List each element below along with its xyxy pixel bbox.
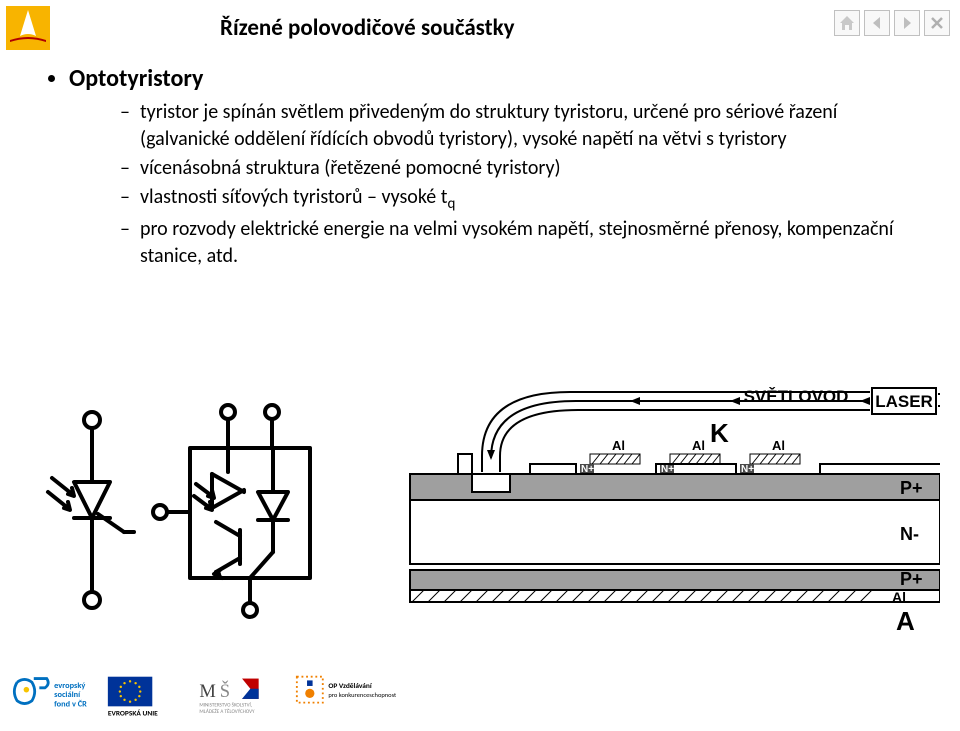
svg-text:P+: P+	[900, 478, 923, 498]
dash-icon: –	[120, 184, 130, 214]
list-item-text: vícenásobná struktura (řetězené pomocné …	[140, 155, 561, 182]
close-button[interactable]	[924, 10, 950, 36]
sub-list: – tyristor je spínán světlem přivedeným …	[120, 99, 920, 270]
svg-text:Al: Al	[892, 589, 906, 605]
svg-text:K: K	[710, 418, 729, 448]
svg-text:Al: Al	[772, 438, 785, 453]
schematic-diagram	[40, 392, 358, 625]
svg-text:A: A	[896, 606, 915, 636]
list-item: – tyristor je spínán světlem přivedeným …	[120, 99, 920, 153]
svg-text:EVROPSKÁ UNIE: EVROPSKÁ UNIE	[108, 709, 158, 718]
svg-text:M: M	[199, 682, 215, 702]
content-area: Optotyristory – tyristor je spínán světl…	[40, 64, 920, 272]
svg-text:Al: Al	[612, 438, 625, 453]
msmt-logo: M Š MINISTERSTVO ŠKOLSTVÍ, MLÁDEŽE A TĚL…	[192, 673, 285, 723]
home-button[interactable]	[834, 10, 860, 36]
opvk-logo: OP Vzdělávání pro konkurenceschopnost	[295, 673, 406, 723]
next-button[interactable]	[894, 10, 920, 36]
list-item-text: pro rozvody elektrické energie na velmi …	[140, 216, 900, 270]
bullet-dot	[48, 75, 55, 82]
svg-text:SVĚTLOVOD: SVĚTLOVOD	[744, 387, 849, 406]
footer-logos: evropský sociální fond v ČR EVROPSKÁ UNI…	[6, 673, 406, 723]
page-title: Řízené polovodičové součástky	[220, 14, 515, 42]
dash-icon: –	[120, 155, 130, 182]
cross-section-diagram: LASER SVĚTLOVOD K Al Al A	[400, 382, 940, 642]
svg-text:LASER: LASER	[875, 392, 933, 411]
svg-text:Š: Š	[220, 680, 230, 702]
list-item: – pro rozvody elektrické energie na velm…	[120, 216, 920, 270]
svg-text:MLÁDEŽE A TĚLOVÝCHOVY: MLÁDEŽE A TĚLOVÝCHOVY	[199, 707, 255, 715]
svg-text:P+: P+	[900, 569, 923, 589]
svg-text:N-: N-	[900, 524, 919, 544]
nav-buttons	[834, 10, 950, 36]
prev-button[interactable]	[864, 10, 890, 36]
svg-text:MINISTERSTVO ŠKOLSTVÍ,: MINISTERSTVO ŠKOLSTVÍ,	[199, 701, 252, 708]
corner-logo	[6, 6, 50, 50]
list-item: – vícenásobná struktura (řetězené pomocn…	[120, 155, 920, 182]
svg-text:fond v ČR: fond v ČR	[54, 699, 87, 709]
list-item-text: vlastnosti síťových tyristorů – vysoké t…	[140, 184, 455, 214]
svg-text:Al: Al	[692, 438, 705, 453]
list-item: – vlastnosti síťových tyristorů – vysoké…	[120, 184, 920, 214]
esf-eu-logo: evropský sociální fond v ČR EVROPSKÁ UNI…	[6, 673, 182, 723]
dash-icon: –	[120, 216, 130, 270]
list-item-text: tyristor je spínán světlem přivedeným do…	[140, 99, 900, 153]
svg-text:pro konkurenceschopnost: pro konkurenceschopnost	[328, 691, 397, 699]
main-heading: Optotyristory	[48, 64, 920, 93]
main-heading-text: Optotyristory	[69, 64, 203, 93]
dash-icon: –	[120, 99, 130, 153]
svg-text:OP Vzdělávání: OP Vzdělávání	[328, 681, 373, 690]
